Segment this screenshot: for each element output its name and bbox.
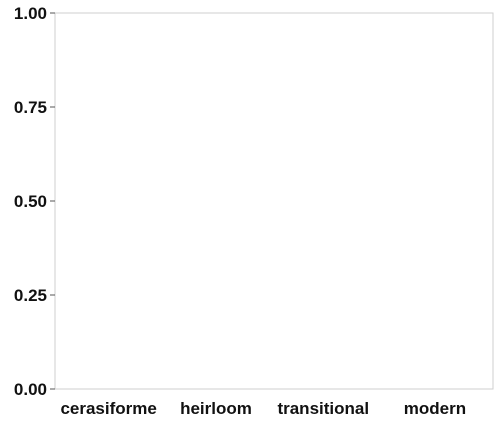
y-tick-label: 0.75 bbox=[14, 98, 47, 117]
x-tick-label-transitional: transitional bbox=[277, 399, 369, 418]
y-tick-label: 0.50 bbox=[14, 192, 47, 211]
x-tick-label-cerasiforme: cerasiforme bbox=[60, 399, 156, 418]
y-tick-label: 1.00 bbox=[14, 4, 47, 23]
x-tick-label-heirloom: heirloom bbox=[180, 399, 252, 418]
y-tick-label: 0.25 bbox=[14, 286, 47, 305]
plot-frame bbox=[54, 12, 494, 390]
y-tick-label: 0.00 bbox=[14, 380, 47, 399]
x-tick-label-modern: modern bbox=[404, 399, 466, 418]
axis-layer bbox=[50, 12, 494, 390]
labels-layer: cerasiforme heirloom transitional modern 0.0… bbox=[14, 4, 466, 418]
